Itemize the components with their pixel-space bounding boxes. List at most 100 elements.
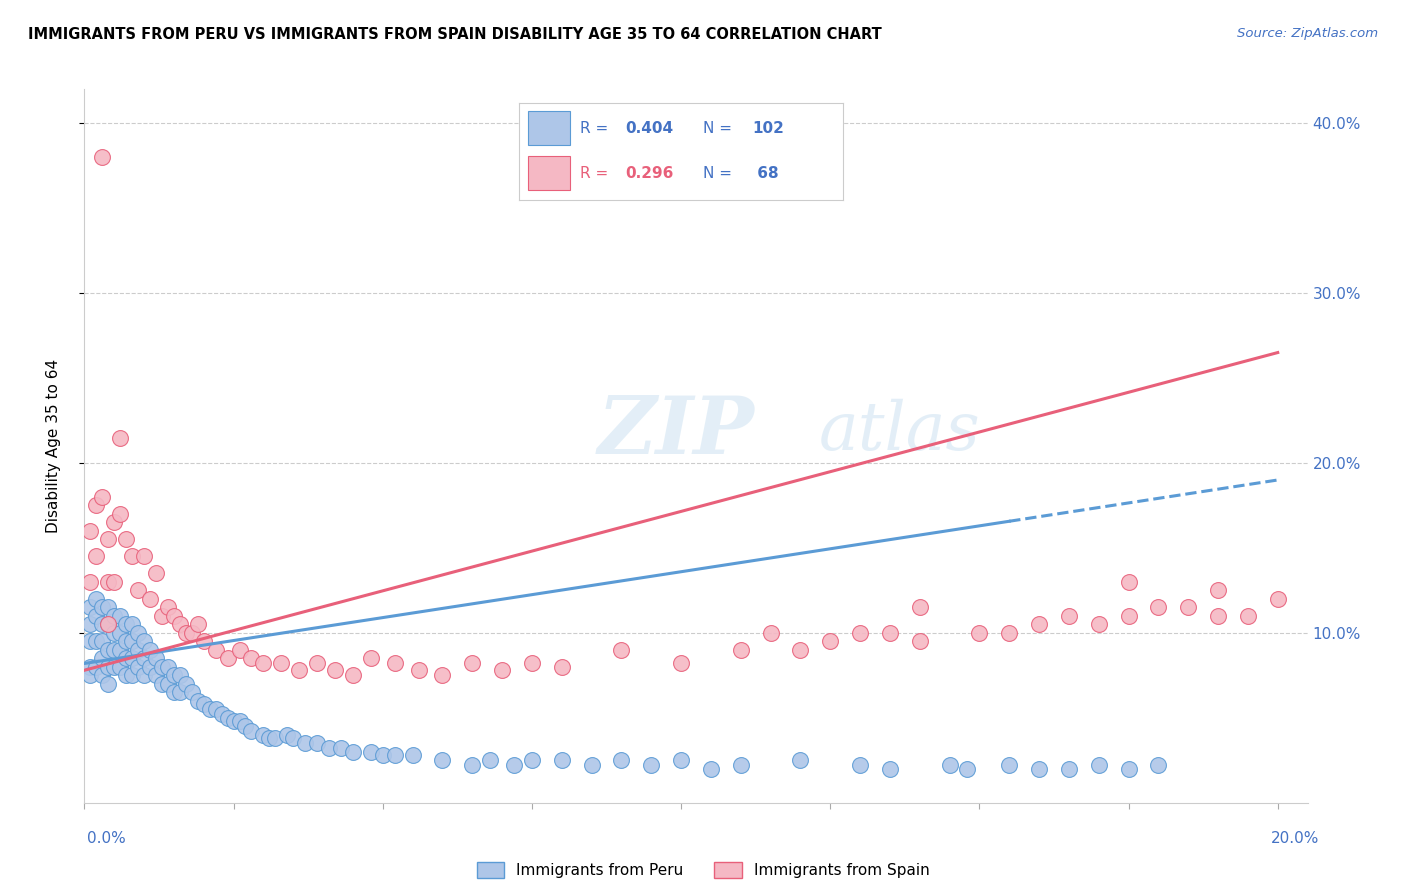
Point <box>879 626 901 640</box>
Point <box>132 634 155 648</box>
Point <box>156 600 179 615</box>
Point <box>169 685 191 699</box>
Point <box>193 634 215 648</box>
Point <box>204 702 226 716</box>
Point <box>1147 600 1170 615</box>
Point <box>789 643 811 657</box>
Point <box>551 753 574 767</box>
Point <box>127 660 149 674</box>
Point <box>150 608 173 623</box>
Point <box>342 745 364 759</box>
Point <box>103 643 125 657</box>
Point <box>145 668 167 682</box>
Point <box>91 634 114 648</box>
Point <box>323 663 346 677</box>
Point <box>228 714 250 729</box>
Point <box>156 677 179 691</box>
Point <box>127 626 149 640</box>
Point <box>318 741 340 756</box>
Point <box>879 762 901 776</box>
Point <box>581 758 603 772</box>
Point <box>849 626 872 640</box>
Point <box>169 668 191 682</box>
Point <box>969 626 991 640</box>
Point <box>84 608 107 623</box>
Point <box>121 634 143 648</box>
Point <box>145 566 167 581</box>
Point <box>79 600 101 615</box>
Point <box>115 634 138 648</box>
Point <box>307 736 329 750</box>
Legend: Immigrants from Peru, Immigrants from Spain: Immigrants from Peru, Immigrants from Sp… <box>471 856 935 884</box>
Point <box>127 583 149 598</box>
Point <box>163 668 186 682</box>
Point <box>307 657 329 671</box>
Point <box>1087 617 1109 632</box>
Point <box>84 660 107 674</box>
Point <box>360 745 382 759</box>
Point <box>115 617 138 632</box>
Point <box>108 626 131 640</box>
Point <box>432 668 454 682</box>
Point <box>294 736 316 750</box>
Point <box>187 617 209 632</box>
Point <box>730 643 752 657</box>
Point <box>211 707 233 722</box>
Point <box>79 668 101 682</box>
Point <box>103 626 125 640</box>
Point <box>222 714 245 729</box>
Point <box>180 626 202 640</box>
Point <box>479 753 502 767</box>
Point <box>252 728 274 742</box>
Point <box>908 600 931 615</box>
Point <box>115 533 138 547</box>
Point <box>1118 608 1140 623</box>
Point <box>79 574 101 589</box>
Point <box>217 711 239 725</box>
Point <box>108 608 131 623</box>
Point <box>150 677 173 691</box>
Point <box>1087 758 1109 772</box>
Point <box>132 549 155 564</box>
Point <box>91 651 114 665</box>
Point <box>103 608 125 623</box>
Y-axis label: Disability Age 35 to 64: Disability Age 35 to 64 <box>46 359 60 533</box>
Point <box>169 617 191 632</box>
Text: ZIP: ZIP <box>598 393 755 470</box>
Point <box>1028 762 1050 776</box>
Point <box>252 657 274 671</box>
Point <box>520 753 543 767</box>
Point <box>97 617 120 632</box>
Point <box>956 762 979 776</box>
Point <box>818 634 841 648</box>
Text: Source: ZipAtlas.com: Source: ZipAtlas.com <box>1237 27 1378 40</box>
Point <box>342 668 364 682</box>
Point <box>228 643 250 657</box>
Point <box>121 549 143 564</box>
Point <box>91 617 114 632</box>
Point <box>1237 608 1260 623</box>
Point <box>276 728 298 742</box>
Point <box>360 651 382 665</box>
Point <box>240 651 263 665</box>
Point <box>103 574 125 589</box>
Point <box>1267 591 1289 606</box>
Point <box>204 643 226 657</box>
Text: 0.0%: 0.0% <box>87 831 127 846</box>
Point <box>461 657 484 671</box>
Point <box>1177 600 1199 615</box>
Point <box>97 574 120 589</box>
Point <box>551 660 574 674</box>
Point <box>174 626 197 640</box>
Point <box>84 591 107 606</box>
Point <box>91 668 114 682</box>
Point <box>79 617 101 632</box>
Point <box>180 685 202 699</box>
Point <box>139 660 162 674</box>
Point <box>139 591 162 606</box>
Point <box>1206 608 1229 623</box>
Text: IMMIGRANTS FROM PERU VS IMMIGRANTS FROM SPAIN DISABILITY AGE 35 TO 64 CORRELATIO: IMMIGRANTS FROM PERU VS IMMIGRANTS FROM … <box>28 27 882 42</box>
Point <box>640 758 662 772</box>
Point <box>79 660 101 674</box>
Point <box>610 643 633 657</box>
